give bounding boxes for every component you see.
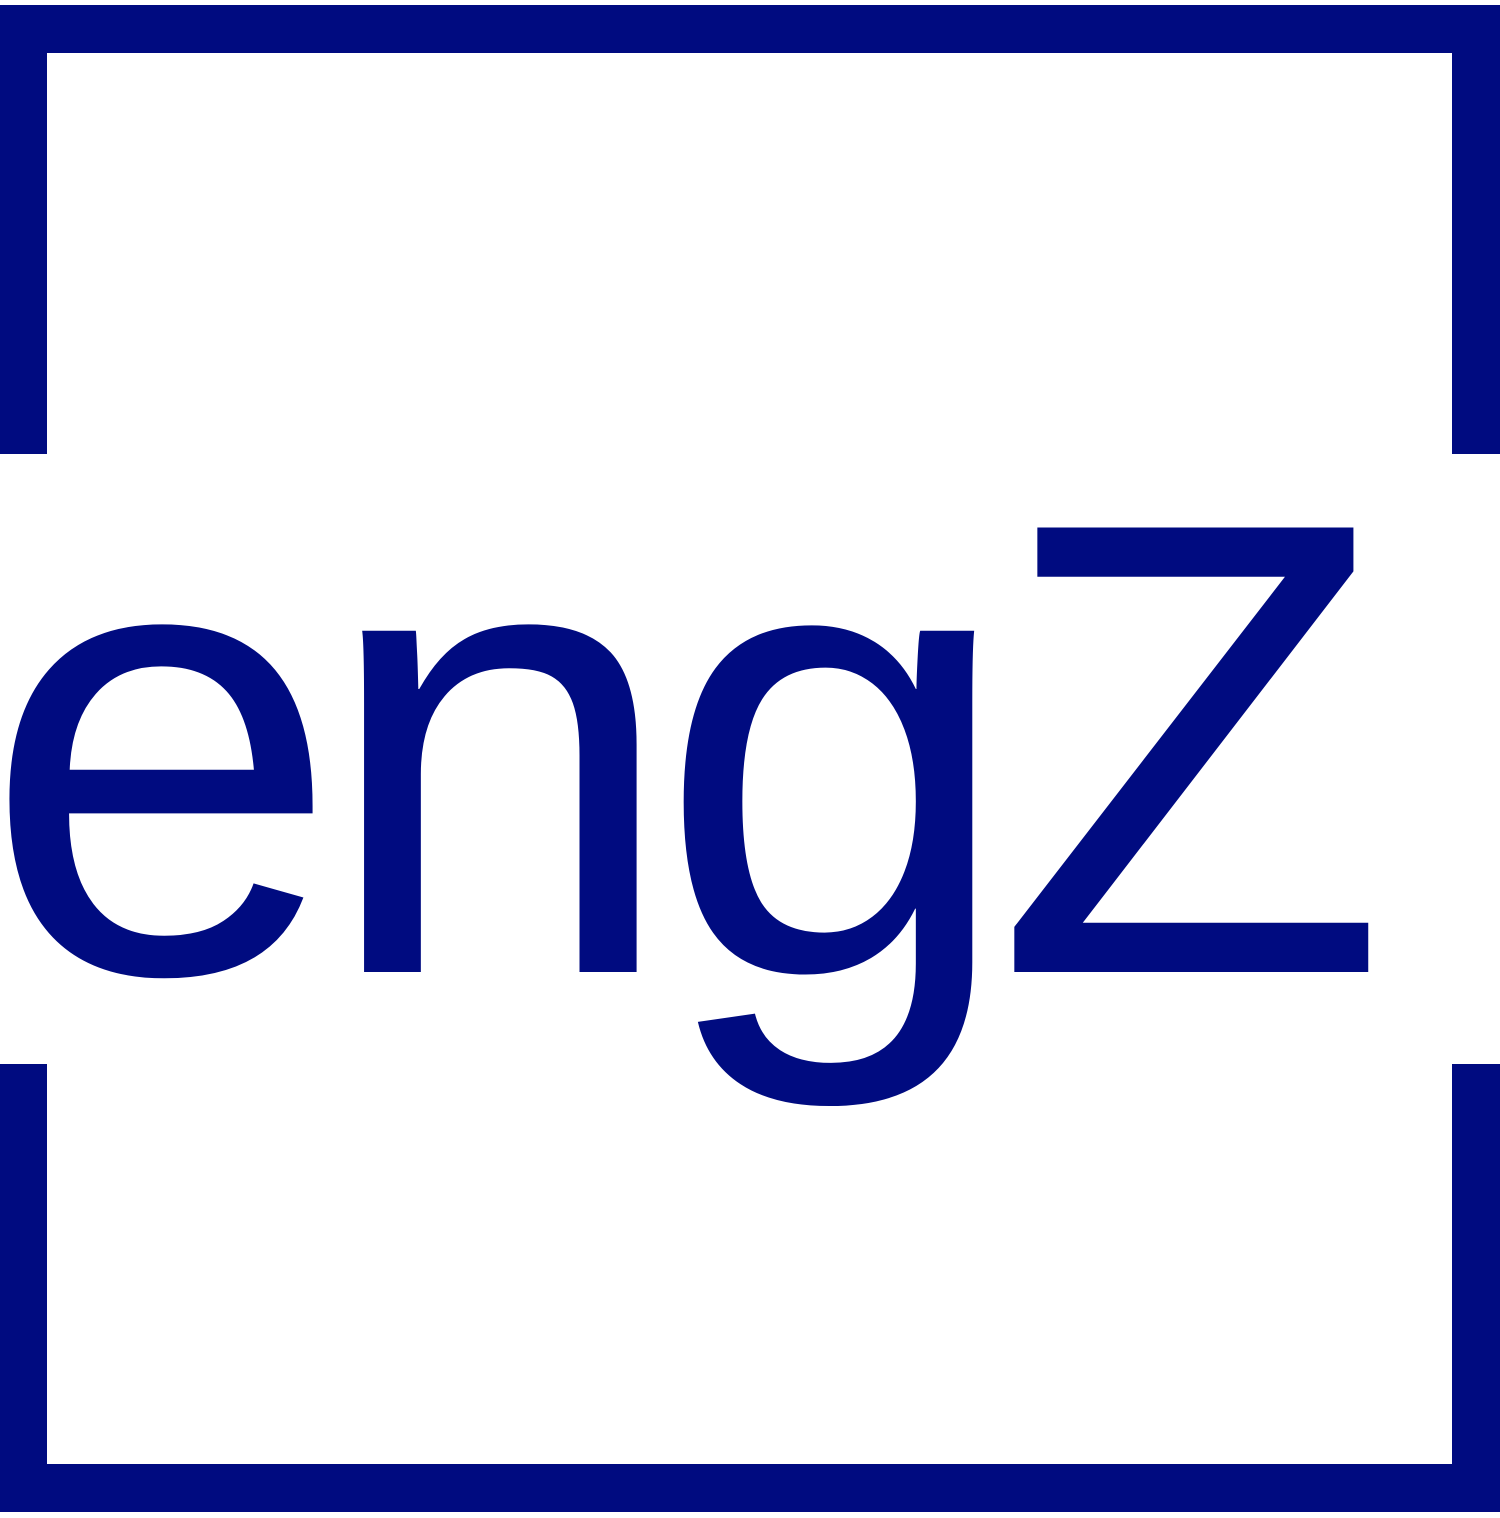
frame-bottom-bar [0,1464,1500,1512]
frame-bottom-left-leg [0,1064,47,1512]
logo-wordmark: engZ [0,388,1388,1108]
frame-top-bar [0,5,1500,53]
frame-top-left-leg [0,5,47,454]
frame-top-right-leg [1452,5,1500,454]
frame-bottom-right-leg [1452,1064,1500,1512]
